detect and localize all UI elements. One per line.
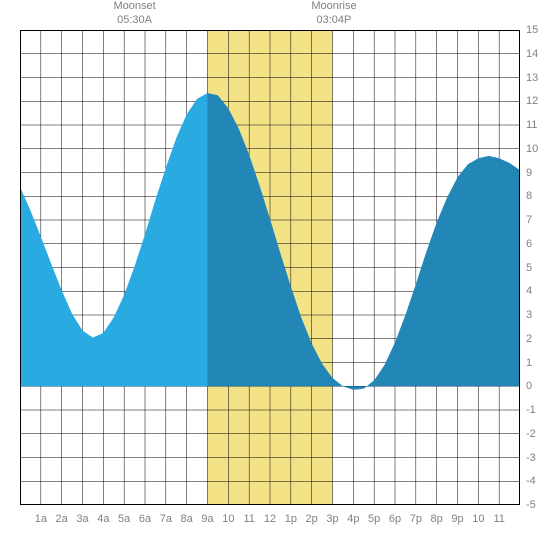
y-tick: -4 <box>526 475 536 487</box>
y-tick: 4 <box>526 285 532 297</box>
y-tick: 11 <box>526 119 537 131</box>
x-tick: 1p <box>285 513 297 525</box>
tide-chart: Moonset 05:30A Moonrise 03:04P 1a 2a 3a 4a 5… <box>0 0 550 550</box>
moonset-label: Moonset 05:30A <box>113 0 155 28</box>
x-tick: 5p <box>368 513 380 525</box>
y-tick: 7 <box>526 214 532 226</box>
x-tick: 10 <box>222 513 234 525</box>
y-tick: 2 <box>526 333 532 345</box>
x-tick: 3a <box>76 513 88 525</box>
y-tick: 6 <box>526 238 532 250</box>
x-tick: 8p <box>431 513 443 525</box>
x-tick: 5a <box>118 513 130 525</box>
plot-area <box>20 30 520 505</box>
chart-svg <box>20 30 520 505</box>
x-tick: 7a <box>160 513 172 525</box>
x-tick: 3p <box>326 513 338 525</box>
y-tick: 9 <box>526 167 532 179</box>
x-tick: 10 <box>472 513 484 525</box>
y-tick: 8 <box>526 190 532 202</box>
moonset-title: Moonset <box>113 0 155 14</box>
x-tick: 4p <box>347 513 359 525</box>
y-tick: 13 <box>526 72 538 84</box>
y-tick: -1 <box>526 404 536 416</box>
moonset-time: 05:30A <box>113 14 155 28</box>
x-tick: 6p <box>389 513 401 525</box>
y-tick: 15 <box>526 24 538 36</box>
x-tick: 1a <box>35 513 47 525</box>
x-tick: 6a <box>139 513 151 525</box>
y-tick: -3 <box>526 452 536 464</box>
x-tick: 11 <box>493 513 504 525</box>
y-tick: 14 <box>526 48 538 60</box>
x-tick: 9p <box>451 513 463 525</box>
x-tick: 11 <box>243 513 254 525</box>
y-tick: 0 <box>526 380 532 392</box>
y-tick: 1 <box>526 357 532 369</box>
y-tick: 3 <box>526 309 532 321</box>
x-tick: 4a <box>97 513 109 525</box>
x-tick: 2a <box>56 513 68 525</box>
moonrise-label: Moonrise 03:04P <box>311 0 356 28</box>
y-tick: -2 <box>526 428 536 440</box>
y-tick: -5 <box>526 499 536 511</box>
x-tick: 12 <box>264 513 276 525</box>
moonrise-title: Moonrise <box>311 0 356 14</box>
x-tick: 7p <box>410 513 422 525</box>
x-tick: 8a <box>181 513 193 525</box>
y-tick: 5 <box>526 262 532 274</box>
x-tick: 2p <box>306 513 318 525</box>
y-tick: 12 <box>526 95 538 107</box>
y-tick: 10 <box>526 143 538 155</box>
moonrise-time: 03:04P <box>311 14 356 28</box>
x-tick: 9a <box>201 513 213 525</box>
